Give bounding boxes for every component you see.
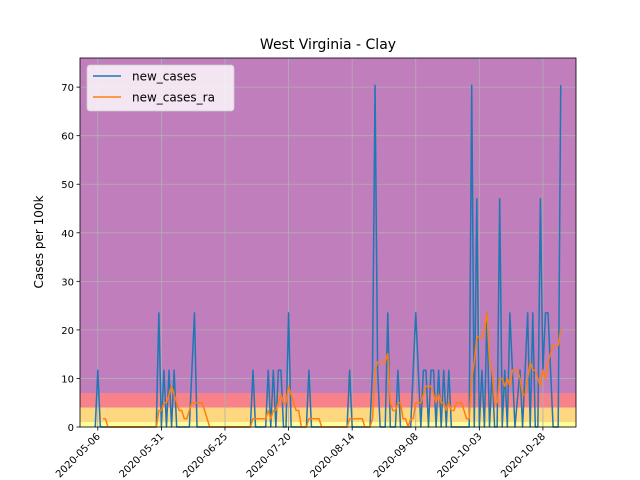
risk-band-2 xyxy=(80,393,576,408)
y-tick-label-1: 10 xyxy=(61,374,74,385)
x-tick-label-1: 2020-05-31 xyxy=(118,431,167,480)
x-axis: 2020-05-06 2020-05-31 2020-06-25 2020-07-20… xyxy=(54,427,548,480)
x-tick-label-5: 2020-09-08 xyxy=(372,431,421,480)
x-tick-label-7: 2020-10-28 xyxy=(499,431,548,480)
legend-label-new_cases: new_cases xyxy=(132,70,197,84)
risk-bands xyxy=(80,58,576,427)
chart-title: West Virginia - Clay xyxy=(260,37,396,53)
risk-band-0 xyxy=(80,422,576,427)
x-tick-label-3: 2020-07-20 xyxy=(245,431,294,480)
x-tick-label-0: 2020-05-06 xyxy=(54,431,103,480)
series-line-new_cases_ra xyxy=(102,312,562,428)
plot-frame xyxy=(79,57,577,428)
y-axis: 0 10 20 30 40 50 60 70 xyxy=(61,83,80,434)
y-tick-label-6: 60 xyxy=(61,132,74,143)
y-tick-label-5: 50 xyxy=(61,180,74,191)
x-tick-label-2: 2020-06-25 xyxy=(181,431,230,480)
x-tick-label-4: 2020-08-14 xyxy=(308,431,357,480)
y-tick-label-7: 70 xyxy=(61,83,74,94)
risk-band-3 xyxy=(80,58,576,394)
legend: new_cases new_cases_ra xyxy=(86,64,235,112)
y-tick-label-4: 40 xyxy=(61,229,74,240)
x-tick-label-6: 2020-10-03 xyxy=(436,431,485,480)
legend-label-new_cases_ra: new_cases_ra xyxy=(132,91,215,105)
y-tick-label-2: 20 xyxy=(61,326,74,337)
y-axis-title: Cases per 100k xyxy=(32,195,46,288)
y-tick-label-3: 30 xyxy=(61,277,74,288)
y-tick-label-0: 0 xyxy=(68,423,74,434)
legend-box xyxy=(86,64,235,112)
